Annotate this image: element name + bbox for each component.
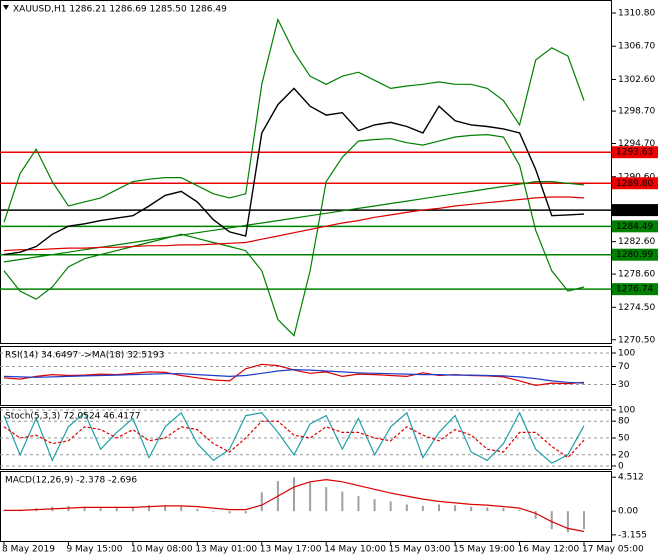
x-tick-label: 16 May 12:00 xyxy=(518,545,580,555)
y-tick-label: 100 xyxy=(618,349,635,359)
y-tick-label: -3.155 xyxy=(618,530,647,540)
histogram-bar xyxy=(244,511,247,514)
histogram-bar xyxy=(373,499,376,512)
histogram-bar xyxy=(341,491,344,512)
level-label: 1280.99 xyxy=(616,250,653,260)
histogram-bar xyxy=(164,505,167,512)
panel-frame xyxy=(0,346,612,406)
y-tick-label: 100 xyxy=(618,406,635,416)
level-tag xyxy=(612,220,658,233)
series-line xyxy=(3,411,585,464)
x-tick-label: 9 May 15:00 xyxy=(66,545,122,555)
y-tick-label: 80 xyxy=(618,417,630,427)
histogram-bar xyxy=(583,511,585,530)
y-tick-label: 1270.50 xyxy=(618,335,655,345)
histogram-bar xyxy=(534,511,537,519)
level-label: 1289.80 xyxy=(616,179,653,189)
series-line xyxy=(3,368,585,384)
series-line xyxy=(3,87,585,256)
y-tick-label: 1274.50 xyxy=(618,303,655,313)
level-label: 1293.63 xyxy=(616,148,653,158)
histogram-bar xyxy=(438,504,440,512)
histogram-bar xyxy=(309,482,312,512)
panel-title: XAUUSD,H1 1286.21 1286.69 1285.50 1286.4… xyxy=(13,5,227,15)
level-tag xyxy=(612,283,658,296)
histogram-bar xyxy=(405,504,408,512)
level-tag xyxy=(612,248,658,261)
series-line xyxy=(3,17,585,223)
series-line xyxy=(3,420,585,459)
y-tick-label: 4.512 xyxy=(618,473,644,483)
y-tick-label: 0.00 xyxy=(618,507,638,517)
level-tag xyxy=(612,204,658,217)
x-tick-label: 13 May 17:00 xyxy=(260,545,322,555)
histogram-bar xyxy=(148,505,150,512)
histogram-bar xyxy=(325,487,328,512)
y-tick-label: 50 xyxy=(618,434,630,444)
level-label: 1276.74 xyxy=(616,285,653,295)
histogram-bar xyxy=(454,505,457,512)
histogram-bar xyxy=(115,507,118,512)
level-label: 1284.49 xyxy=(616,222,653,232)
histogram-bar xyxy=(131,506,134,512)
level-tag xyxy=(612,177,658,190)
x-tick-label: 14 May 10:00 xyxy=(324,545,386,555)
histogram-bar xyxy=(566,511,569,533)
y-tick-label: 1310.80 xyxy=(618,8,655,18)
histogram-bar xyxy=(470,506,473,512)
y-tick-label: 1306.70 xyxy=(618,42,655,52)
x-tick-label: 10 May 08:00 xyxy=(131,545,193,555)
y-tick-label: 30 xyxy=(618,380,630,390)
y-tick-label: 70 xyxy=(618,362,630,372)
series-line xyxy=(3,196,585,252)
histogram-bar xyxy=(486,507,489,512)
histogram-bar xyxy=(293,477,295,512)
symbol-arrow xyxy=(3,5,9,10)
y-tick-label: 20 xyxy=(618,450,630,460)
histogram-bar xyxy=(421,505,424,512)
x-tick-label: 15 May 19:00 xyxy=(453,545,515,555)
histogram-bar xyxy=(212,511,215,512)
histogram-bar xyxy=(83,506,86,512)
histogram-bar xyxy=(260,492,263,512)
panel-title: MACD(12,26,9) -2.378 -2.696 xyxy=(5,476,137,486)
panel-title: RSI(14) 34.6497 ->MA(18) 32.5193 xyxy=(5,351,164,361)
panel-title: Stoch(5,3,3) 72.0524 46.4177 xyxy=(5,412,140,422)
panel-frame xyxy=(0,0,612,344)
histogram-bar xyxy=(357,496,360,512)
histogram-bar xyxy=(180,506,183,512)
histogram-bar xyxy=(228,511,231,514)
y-tick-label: 1278.60 xyxy=(618,270,655,280)
series-line xyxy=(3,133,585,337)
level-label: 1286.49 xyxy=(616,206,653,216)
y-tick-label: 1302.60 xyxy=(618,75,655,85)
x-tick-label: 13 May 01:00 xyxy=(195,545,257,555)
panel-frame xyxy=(0,471,612,542)
histogram-bar xyxy=(196,508,199,512)
series-line xyxy=(4,478,585,533)
histogram-bar xyxy=(502,508,505,512)
y-tick-label: 1294.70 xyxy=(618,139,655,149)
x-tick-label: 15 May 03:00 xyxy=(389,545,451,555)
y-tick-label: 0 xyxy=(618,462,624,472)
x-tick-label: 8 May 2019 xyxy=(2,545,55,555)
y-tick-label: 1298.70 xyxy=(618,107,655,117)
y-tick-label: 1282.60 xyxy=(618,237,655,247)
histogram-bar xyxy=(389,501,392,512)
histogram-bar xyxy=(518,509,521,512)
x-tick-label: 17 May 05:00 xyxy=(582,545,644,555)
histogram-bar xyxy=(550,511,553,530)
level-tag xyxy=(612,146,658,159)
histogram-bar xyxy=(99,507,102,512)
